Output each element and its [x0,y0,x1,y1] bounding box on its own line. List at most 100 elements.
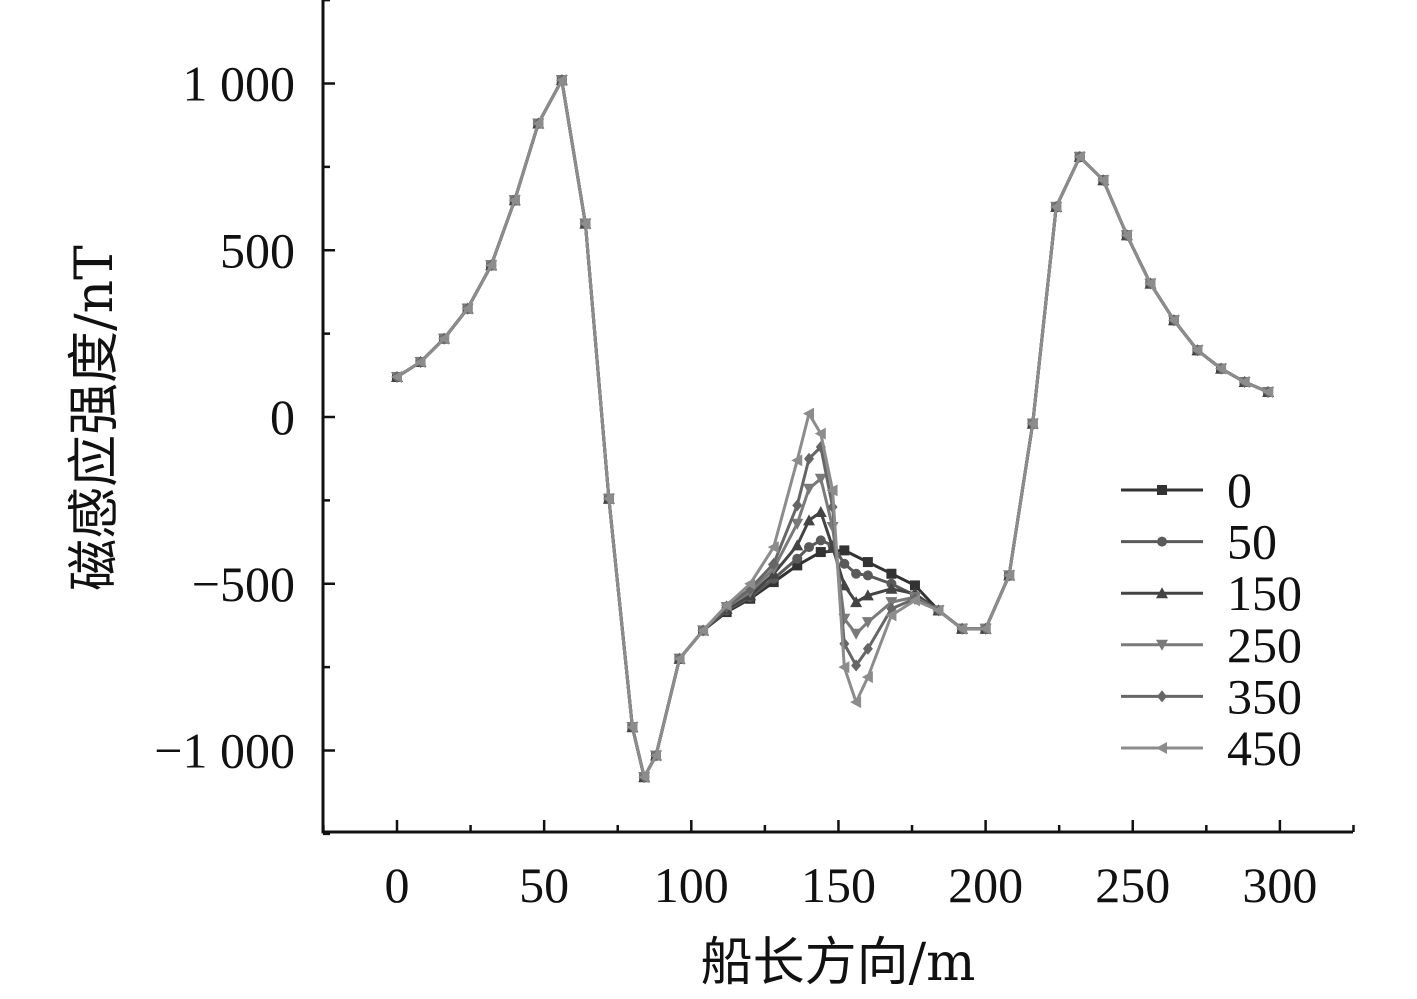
data-point [815,547,826,558]
data-point [862,557,873,568]
data-point [1073,150,1085,163]
y-tick-label: 1 000 [183,56,296,112]
x-tick-label: 150 [801,857,876,913]
data-point [673,652,685,665]
legend-item-450: 450 [1121,720,1302,776]
data-point [767,541,779,554]
data-point [1003,569,1015,582]
data-point [885,582,898,594]
series-line-150 [396,78,1269,779]
data-point [886,568,897,579]
legend-item-150: 150 [1121,565,1302,621]
data-point [461,302,473,315]
data-point [839,558,850,569]
data-point [862,642,873,655]
data-point [579,217,591,230]
y-tick-label: −1 000 [154,723,295,779]
data-point [1050,200,1062,213]
legend-marker [1156,742,1167,754]
data-point [850,696,862,709]
data-point [885,609,897,622]
data-point [850,596,863,608]
legend-item-50: 50 [1121,514,1277,570]
data-point [768,557,779,570]
series-450 [391,74,1274,784]
data-point [1120,229,1132,242]
data-point [861,671,873,684]
data-point [1026,417,1038,430]
y-tick-label: 0 [270,389,295,445]
series-line-350 [396,78,1269,779]
legend-label: 350 [1227,668,1302,724]
y-tick-label: −500 [192,556,295,612]
legend-marker [1156,587,1168,599]
data-point [744,577,756,590]
data-point [792,560,803,571]
data-point [391,370,402,383]
series-line-450 [396,78,1269,779]
legend-marker [1157,690,1167,703]
series-350 [392,74,1274,784]
series-layer [391,74,1275,784]
x-tick-label: 250 [1095,857,1170,913]
data-point [792,499,803,512]
data-point [508,194,520,207]
series-line-250 [396,78,1269,779]
data-point [861,617,874,629]
legend-label: 0 [1227,462,1252,518]
data-point [555,74,567,87]
data-point [638,771,650,784]
data-point [791,454,803,467]
data-point [885,597,898,609]
data-point [649,749,661,762]
data-point [792,553,803,564]
data-point [814,427,826,440]
legend-item-350: 350 [1121,668,1302,724]
data-point [851,659,862,672]
data-point [1097,174,1109,187]
legend-label: 50 [1227,514,1277,570]
legend-label: 450 [1227,720,1302,776]
data-point [803,407,815,420]
x-tick-label: 300 [1242,857,1317,913]
x-tick-label: 0 [385,857,410,913]
series-150 [391,74,1275,783]
data-point [815,535,826,546]
data-point [438,332,450,345]
data-point [1262,385,1274,398]
x-tick-label: 200 [948,857,1023,913]
data-point [1238,375,1250,388]
data-point [626,721,638,734]
data-point [909,580,920,591]
x-axis-title: 船长方向/m [701,933,976,993]
legend-marker [1157,536,1167,547]
data-point [838,661,850,674]
data-point [1167,314,1179,327]
data-point [850,628,863,640]
legend-item-250: 250 [1121,617,1302,673]
data-point [485,259,497,272]
data-point [932,604,944,617]
data-point [814,506,827,518]
data-point [814,473,827,485]
series-0 [392,75,1274,783]
data-point [1191,344,1203,357]
data-point [532,117,544,130]
legend-label: 250 [1227,617,1302,673]
data-point [697,624,709,637]
data-point [720,599,732,612]
y-axis-title: 磁感应强度/nT [65,245,125,591]
data-point [803,514,816,526]
data-point [1144,277,1156,290]
legend-marker [1157,485,1167,495]
data-point [851,568,862,579]
legend-marker [1156,639,1168,651]
data-point [803,483,816,495]
legend-item-0: 0 [1121,462,1252,518]
data-point [414,355,426,368]
series-250 [391,75,1275,784]
data-point [861,589,874,601]
